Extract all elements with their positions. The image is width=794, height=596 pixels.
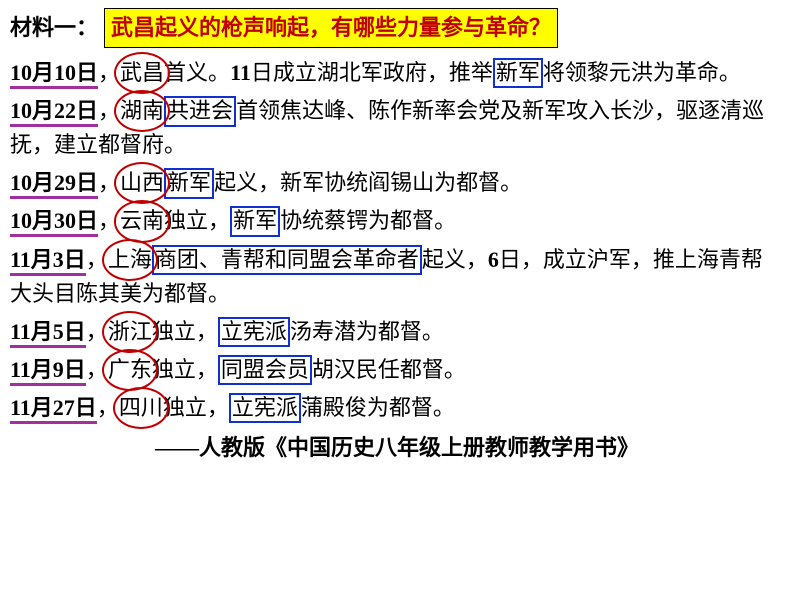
material-label: 材料一： bbox=[10, 11, 98, 45]
event-6: 11月5日，浙江独立，立宪派汤寿潜为都督。 bbox=[10, 315, 784, 349]
event-1: 10月10日，武昌首义。11日成立湖北军政府，推举新军将领黎元洪为革命。 bbox=[10, 56, 784, 90]
date: 10月30日 bbox=[10, 208, 98, 237]
date: 10月10日 bbox=[10, 60, 98, 89]
header-row: 材料一： 武昌起义的枪声响起，有哪些力量参与革命？ bbox=[10, 8, 784, 48]
date: 11月9日 bbox=[10, 357, 86, 386]
force-box: 立宪派 bbox=[229, 393, 301, 423]
date: 10月22日 bbox=[10, 98, 98, 127]
force-box: 新军 bbox=[230, 206, 280, 236]
force-box: 同盟会员 bbox=[218, 355, 312, 385]
province-circle: 云南 bbox=[120, 204, 164, 238]
event-8: 11月27日，四川独立，立宪派蒲殿俊为都督。 bbox=[10, 391, 784, 425]
province-circle: 山西 bbox=[120, 166, 164, 200]
province-circle: 广东 bbox=[108, 353, 152, 387]
force-box: 新军 bbox=[493, 58, 543, 88]
province-circle: 四川 bbox=[119, 391, 163, 425]
province-circle: 上海 bbox=[108, 243, 152, 277]
event-3: 10月29日，山西新军起义，新军协统阎锡山为都督。 bbox=[10, 166, 784, 200]
province-circle: 武昌 bbox=[120, 56, 164, 90]
source-citation: ——人教版《中国历史八年级上册教师教学用书》 bbox=[10, 431, 784, 465]
date: 11月27日 bbox=[10, 395, 97, 424]
event-7: 11月9日，广东独立，同盟会员胡汉民任都督。 bbox=[10, 353, 784, 387]
force-box: 立宪派 bbox=[218, 317, 290, 347]
force-box: 新军 bbox=[164, 168, 214, 198]
question-highlight: 武昌起义的枪声响起，有哪些力量参与革命？ bbox=[104, 8, 558, 48]
event-2: 10月22日，湖南共进会首领焦达峰、陈作新率会党及新军攻入长沙，驱逐清巡抚，建立… bbox=[10, 94, 784, 162]
force-box: 商团、青帮和同盟会革命者 bbox=[152, 245, 422, 275]
event-5: 11月3日，上海商团、青帮和同盟会革命者起义，6日，成立沪军，推上海青帮大头目陈… bbox=[10, 243, 784, 311]
province-circle: 湖南 bbox=[120, 94, 164, 128]
event-4: 10月30日，云南独立，新军协统蔡锷为都督。 bbox=[10, 204, 784, 238]
force-box: 共进会 bbox=[164, 96, 236, 126]
date: 11月5日 bbox=[10, 319, 86, 348]
date: 11月3日 bbox=[10, 247, 86, 276]
date: 10月29日 bbox=[10, 170, 98, 199]
province-circle: 浙江 bbox=[108, 315, 152, 349]
